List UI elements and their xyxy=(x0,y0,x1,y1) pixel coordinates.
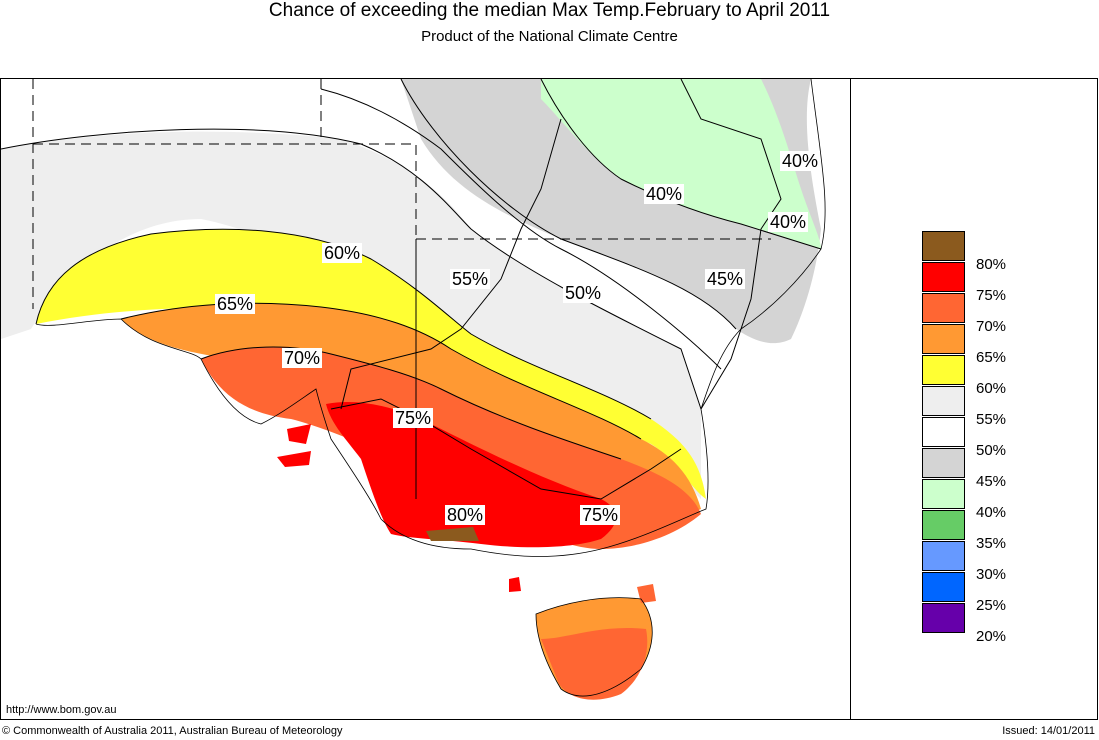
contour-label-40-central: 40% xyxy=(644,184,685,204)
contour-label-70: 70% xyxy=(282,348,323,368)
coastline xyxy=(35,79,826,697)
legend-swatch xyxy=(922,417,965,447)
contour-label-40-ne: 40% xyxy=(780,151,821,171)
legend-swatch xyxy=(922,603,965,633)
legend-label: 65% xyxy=(976,349,1007,366)
issued-date: Issued: 14/01/2011 xyxy=(1002,725,1095,737)
map-frame xyxy=(0,78,1098,720)
legend-label: 45% xyxy=(976,473,1007,490)
contour-lines xyxy=(1,79,822,460)
contour-label-60: 60% xyxy=(322,243,363,263)
zone-40 xyxy=(541,79,821,249)
zone-tas-70 xyxy=(541,627,648,700)
legend-swatch xyxy=(922,479,965,509)
legend-label: 40% xyxy=(976,504,1007,521)
contour-label-80: 80% xyxy=(445,505,486,525)
contour-label-75-west: 75% xyxy=(393,408,434,428)
map-subtitle: Product of the National Climate Centre xyxy=(421,28,678,45)
legend-swatch xyxy=(922,572,965,602)
legend-label: 35% xyxy=(976,535,1007,552)
legend-label: 25% xyxy=(976,597,1007,614)
legend-label: 20% xyxy=(976,628,1007,645)
map-title: Chance of exceeding the median Max Temp.… xyxy=(268,0,831,21)
contour-label-50: 50% xyxy=(563,283,604,303)
legend-label: 75% xyxy=(976,287,1007,304)
legend-label: 60% xyxy=(976,380,1007,397)
legend-swatch xyxy=(922,262,965,292)
contour-label-45: 45% xyxy=(705,269,746,289)
legend-label: 80% xyxy=(976,256,1007,273)
zone-75-yorke xyxy=(287,424,311,444)
source-url: http://www.bom.gov.au xyxy=(6,704,117,716)
island-king xyxy=(509,577,521,592)
legend-swatch xyxy=(922,231,965,261)
legend-label: 50% xyxy=(976,442,1007,459)
zone-80 xyxy=(426,527,479,541)
legend-label: 55% xyxy=(976,411,1007,428)
zone-75-kangaroo-is xyxy=(277,451,311,467)
legend-label: 70% xyxy=(976,318,1007,335)
legend-swatch xyxy=(922,324,965,354)
legend-swatch xyxy=(922,541,965,571)
probability-map xyxy=(1,79,850,700)
legend-swatch xyxy=(922,293,965,323)
legend-swatch xyxy=(922,386,965,416)
legend-swatch xyxy=(922,355,965,385)
legend-swatch xyxy=(922,510,965,540)
copyright-notice: © Commonwealth of Australia 2011, Austra… xyxy=(2,725,343,737)
state-borders xyxy=(32,79,782,500)
zone-60 xyxy=(36,229,706,499)
zone-75 xyxy=(326,401,616,548)
contour-label-65: 65% xyxy=(215,294,256,314)
contour-label-55: 55% xyxy=(450,269,491,289)
zone-55 xyxy=(1,131,701,499)
legend-divider xyxy=(850,78,851,720)
island-flinders xyxy=(637,584,656,603)
legend-label: 30% xyxy=(976,566,1007,583)
contour-label-75-east: 75% xyxy=(580,505,621,525)
contour-label-40-coast: 40% xyxy=(768,212,809,232)
legend-swatch xyxy=(922,448,965,478)
